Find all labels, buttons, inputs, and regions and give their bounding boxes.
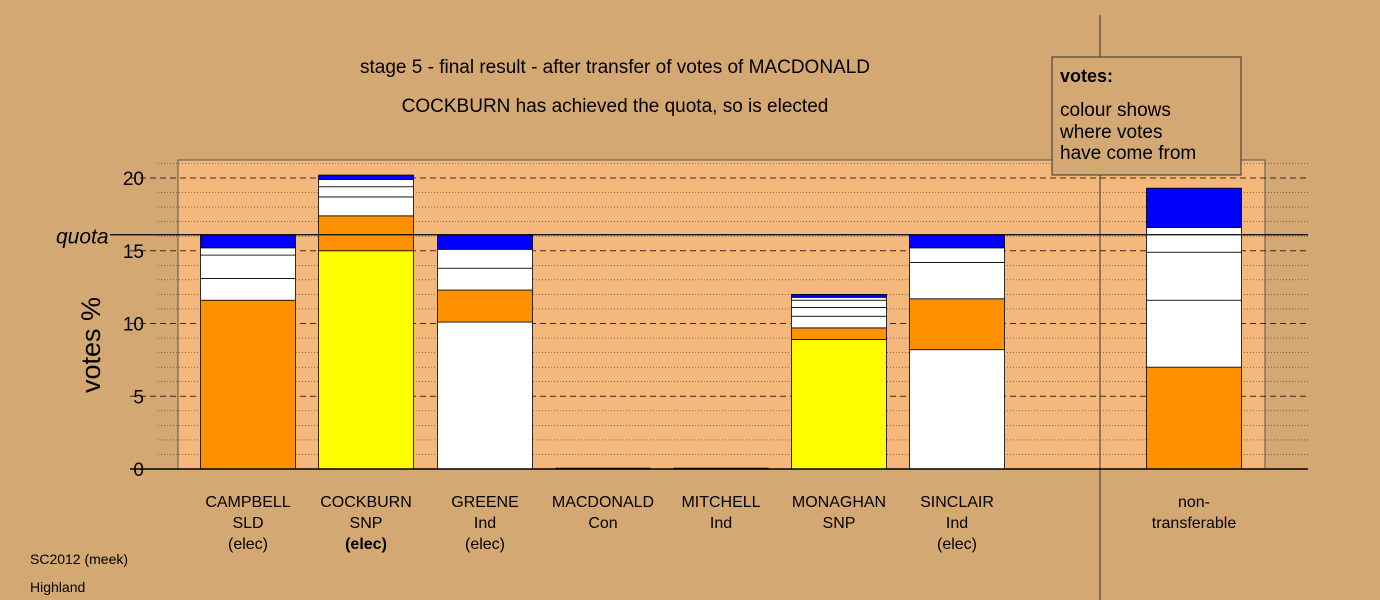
bar-segment bbox=[437, 289, 533, 323]
x-category-label: Ind bbox=[946, 515, 968, 532]
bar-segment bbox=[1146, 251, 1242, 301]
x-category-label: COCKBURN bbox=[320, 494, 412, 511]
y-tick-label: 10 bbox=[123, 315, 144, 336]
bar-segment bbox=[318, 196, 414, 217]
bar-segment bbox=[437, 248, 533, 269]
legend-line-3: have come from bbox=[1060, 143, 1196, 164]
bar-segment bbox=[791, 327, 887, 340]
bar-segment bbox=[318, 179, 414, 188]
x-category-label: (elec) bbox=[228, 536, 268, 553]
x-category-label: CAMPBELL bbox=[205, 494, 290, 511]
bar-segment bbox=[318, 215, 414, 252]
bar-segment bbox=[1146, 366, 1242, 470]
bar-segment bbox=[1146, 227, 1242, 253]
y-tick-label: 5 bbox=[133, 387, 144, 408]
bar-segment bbox=[909, 298, 1005, 351]
bar-segment bbox=[791, 293, 887, 298]
bar-segment bbox=[318, 174, 414, 180]
y-tick-label: 15 bbox=[123, 242, 144, 263]
x-category-label: Ind bbox=[474, 515, 496, 532]
x-category-label: SLD bbox=[232, 515, 263, 532]
bar-segment bbox=[200, 299, 296, 470]
footer-line1: SC2012 (meek) bbox=[30, 551, 128, 567]
x-category-label: SNP bbox=[823, 515, 856, 532]
bar-segment bbox=[437, 234, 533, 250]
bars bbox=[200, 174, 1242, 470]
x-category-label: GREENE bbox=[451, 494, 519, 511]
x-category-label: MACDONALD bbox=[552, 494, 654, 511]
quota-label: quota bbox=[56, 226, 109, 249]
x-category-label: (elec) bbox=[345, 536, 387, 553]
bar-segment bbox=[909, 247, 1005, 263]
legend-line-1: colour shows bbox=[1060, 100, 1171, 121]
bar-segment bbox=[791, 299, 887, 308]
x-category-label: MONAGHAN bbox=[792, 494, 886, 511]
bar-segment bbox=[318, 186, 414, 198]
x-category-label: (elec) bbox=[937, 536, 977, 553]
x-category-label: SNP bbox=[350, 515, 383, 532]
x-category-labels: CAMPBELL SLD (elec) COCKBURN SNP (elec) GREENE… bbox=[205, 494, 1236, 553]
bar-segment bbox=[437, 267, 533, 291]
legend-title: votes: bbox=[1060, 66, 1113, 86]
bar-segment bbox=[791, 296, 887, 301]
y-tick-labels: 0 5 10 15 20 bbox=[123, 169, 144, 481]
bar-segment bbox=[909, 349, 1005, 470]
x-category-label: (elec) bbox=[465, 536, 505, 553]
bar-segment bbox=[200, 234, 296, 249]
bar-segment bbox=[437, 321, 533, 470]
y-tick-label: 20 bbox=[123, 169, 144, 190]
x-category-label: SINCLAIR bbox=[920, 494, 994, 511]
x-category-label: transferable bbox=[1152, 515, 1237, 532]
bar-segment bbox=[1146, 187, 1242, 228]
bar-segment bbox=[791, 339, 887, 470]
bar-segment bbox=[1146, 299, 1242, 368]
x-category-label: non- bbox=[1178, 494, 1210, 511]
x-category-label: MITCHELL bbox=[681, 494, 760, 511]
bar-segment bbox=[318, 250, 414, 470]
chart-title-line1: stage 5 - final result - after transfer … bbox=[360, 57, 870, 78]
bar-segment bbox=[909, 234, 1005, 249]
bar-segment bbox=[791, 307, 887, 317]
bar-segment bbox=[909, 261, 1005, 300]
bar-segment bbox=[200, 247, 296, 256]
grid-lines bbox=[130, 163, 1308, 455]
y-axis-label: votes % bbox=[76, 297, 106, 393]
y-tick-label: 0 bbox=[133, 460, 144, 481]
chart-title-line2: COCKBURN has achieved the quota, so is e… bbox=[402, 96, 829, 117]
legend-line-2: where votes bbox=[1059, 122, 1162, 143]
bar-segment bbox=[791, 315, 887, 329]
legend-box: votes: colour shows where votes have com… bbox=[1051, 56, 1242, 176]
footer-line2: Highland bbox=[30, 579, 85, 595]
x-category-label: Ind bbox=[710, 515, 732, 532]
bar-segment bbox=[200, 277, 296, 301]
x-category-label: Con bbox=[588, 515, 617, 532]
bar-segment bbox=[200, 254, 296, 279]
